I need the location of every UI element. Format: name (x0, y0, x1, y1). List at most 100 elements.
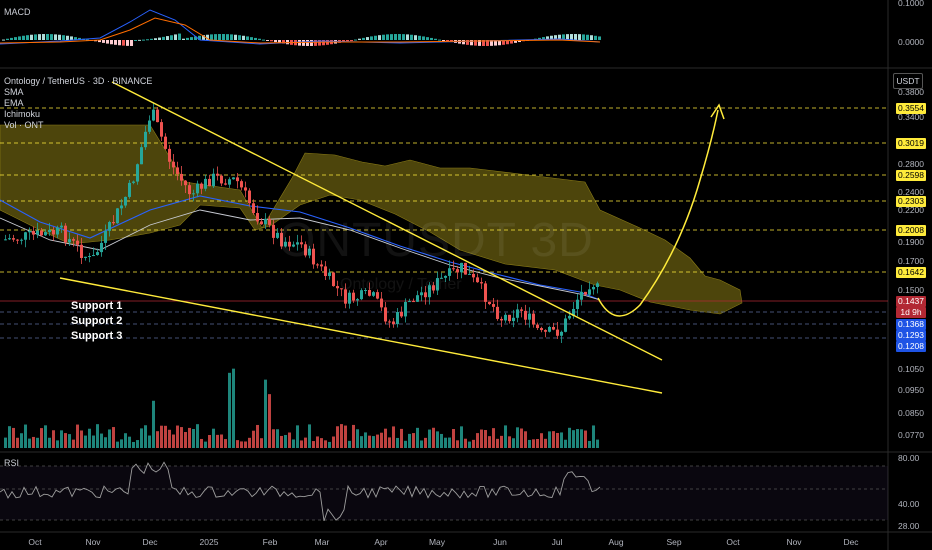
candle-body (244, 187, 247, 191)
macd-histogram-bar (426, 37, 429, 40)
volume-bar (380, 432, 383, 448)
candle-body (216, 173, 219, 176)
volume-bar (340, 424, 343, 448)
candle-body (492, 304, 495, 307)
candle-body (568, 315, 571, 319)
price-axis-label: 0.2400 (898, 187, 924, 197)
x-axis-label: Aug (608, 537, 624, 547)
candle-body (448, 268, 451, 276)
volume-bar (96, 424, 99, 448)
macd-histogram-bar (518, 40, 521, 43)
volume-bar (560, 432, 563, 448)
indicator-ema[interactable]: EMA (4, 98, 24, 108)
candle-body (500, 318, 503, 321)
macd-histogram-bar (346, 40, 349, 42)
candle-body (204, 178, 207, 189)
macd-histogram-bar (446, 40, 449, 42)
macd-histogram-bar (30, 34, 33, 40)
macd-histogram-bar (434, 38, 437, 40)
candle-body (124, 196, 127, 206)
volume-bar (108, 429, 111, 448)
candle-body (148, 120, 151, 132)
macd-histogram-bar (466, 40, 469, 45)
macd-axis-label: 0.1000 (898, 0, 924, 8)
macd-histogram-bar (182, 38, 185, 40)
candle-body (188, 185, 191, 195)
volume-bar (476, 433, 479, 448)
volume-bar (504, 425, 507, 448)
macd-histogram-bar (398, 34, 401, 40)
candle-body (24, 232, 27, 240)
macd-histogram-bar (126, 40, 129, 46)
indicator-volume[interactable]: Vol · ONT (4, 120, 44, 130)
macd-histogram-bar (302, 40, 305, 46)
macd-histogram-bar (318, 40, 321, 46)
volume-bar (420, 440, 423, 448)
volume-bar (532, 439, 535, 448)
volume-bar (176, 425, 179, 448)
indicator-ichimoku[interactable]: Ichimoku (4, 109, 41, 119)
candle-body (476, 277, 479, 283)
macd-histogram-bar (590, 35, 593, 40)
x-axis-label: Mar (314, 537, 330, 547)
volume-bar (436, 431, 439, 448)
indicator-sma[interactable]: SMA (4, 87, 24, 97)
candle-body (464, 262, 467, 275)
macd-histogram-bar (462, 40, 465, 45)
macd-histogram-bar (226, 34, 229, 40)
candle-body (588, 289, 591, 295)
candle-body (356, 299, 359, 301)
candle-body (584, 291, 587, 295)
volume-bar (120, 439, 123, 448)
candle-body (72, 239, 75, 241)
candle-body (120, 205, 123, 209)
volume-bar (464, 438, 467, 448)
candle-body (312, 248, 315, 265)
currency-button[interactable]: USDT (893, 73, 923, 89)
macd-histogram-bar (190, 37, 193, 40)
macd-histogram-bar (154, 38, 157, 40)
symbol-title[interactable]: Ontology / TetherUS · 3D · BINANCE (4, 76, 153, 86)
candle-body (160, 122, 163, 137)
x-axis-label: Jun (493, 537, 507, 547)
macd-histogram-bar (106, 40, 109, 44)
candle-body (304, 244, 307, 256)
ema-line (0, 209, 601, 301)
volume-bar (368, 435, 371, 448)
volume-bar (212, 428, 215, 448)
candle-body (336, 286, 339, 289)
candle-body (484, 283, 487, 302)
macd-histogram-bar (222, 34, 225, 40)
upper-trendline (111, 81, 663, 361)
macd-histogram-bar (46, 34, 49, 40)
candle-body (52, 229, 55, 235)
candle-body (552, 326, 555, 330)
candle-body (232, 177, 235, 180)
volume-bar (412, 433, 415, 448)
volume-bar (556, 432, 559, 448)
volume-bar (512, 438, 515, 448)
macd-histogram-bar (66, 35, 69, 40)
candle-body (96, 252, 99, 256)
volume-bar (180, 427, 183, 448)
volume-bar (100, 433, 103, 448)
volume-bar (8, 426, 11, 448)
candle-body (280, 232, 283, 247)
macd-histogram-bar (414, 35, 417, 40)
volume-bar (348, 440, 351, 448)
macd-histogram-bar (266, 40, 269, 41)
candle-body (548, 326, 551, 332)
x-axis-label: Jul (551, 537, 563, 547)
price-tag: 0.2598 (896, 170, 926, 181)
volume-bar (12, 427, 15, 448)
macd-histogram-bar (410, 34, 413, 40)
volume-bar (4, 437, 7, 448)
volume-bar (132, 441, 135, 448)
volume-bar (200, 438, 203, 448)
volume-bar (424, 437, 427, 448)
macd-histogram-bar (58, 34, 61, 40)
volume-bar (444, 437, 447, 448)
volume-bar (20, 433, 23, 448)
macd-histogram-bar (262, 39, 265, 41)
